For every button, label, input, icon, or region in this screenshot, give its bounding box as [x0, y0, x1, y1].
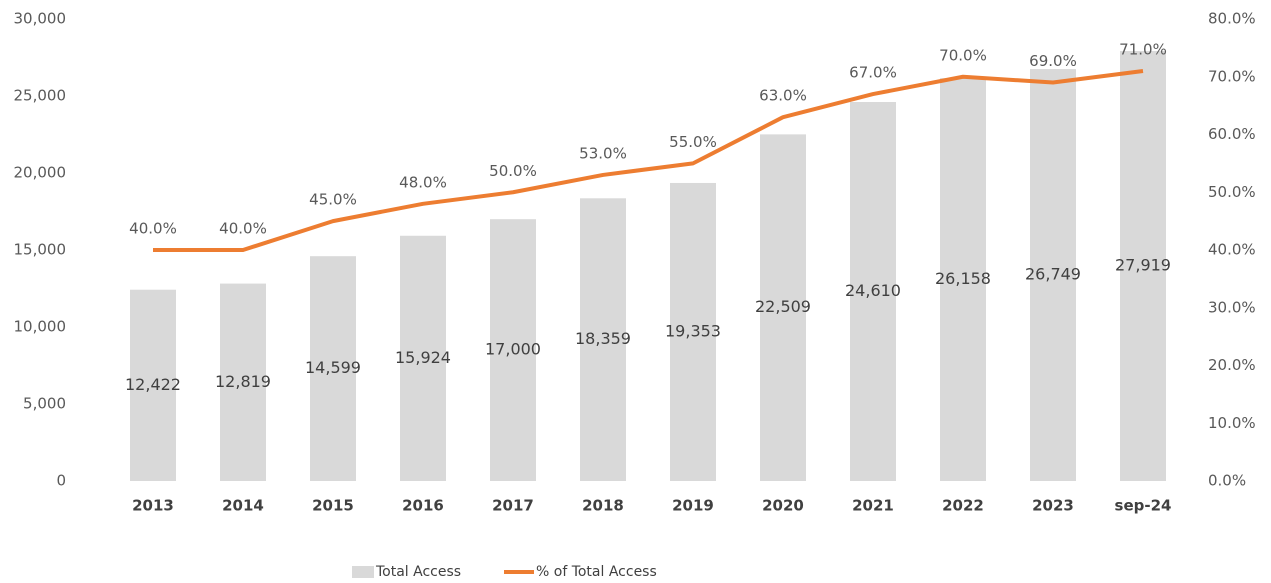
bar	[1030, 69, 1076, 481]
y2-tick-label: 10.0%	[1208, 414, 1256, 432]
data-label: 24,610	[845, 281, 901, 300]
x-tick-label: 2019	[672, 497, 714, 515]
bar	[220, 283, 266, 481]
x-tick-label: sep-24	[1115, 497, 1172, 515]
data-label: 48.0%	[399, 173, 447, 191]
data-label: 63.0%	[759, 87, 807, 105]
y2-tick-label: 70.0%	[1208, 67, 1256, 85]
x-tick-label: 2017	[492, 497, 534, 515]
data-label: 45.0%	[309, 191, 357, 209]
data-label: 40.0%	[219, 220, 267, 238]
y2-tick-label: 0.0%	[1208, 472, 1246, 490]
x-tick-label: 2018	[582, 497, 624, 515]
bar	[670, 182, 716, 481]
bar	[1120, 51, 1166, 482]
data-label: 50.0%	[489, 162, 537, 180]
data-label: 12,422	[125, 375, 181, 394]
y-tick-label: 15,000	[14, 241, 67, 259]
data-label: 67.0%	[849, 64, 897, 82]
data-label: 12,819	[215, 372, 271, 391]
data-label: 18,359	[575, 329, 631, 348]
line	[153, 68, 1144, 252]
bar	[580, 198, 626, 481]
data-label: 71.0%	[1119, 40, 1167, 58]
y-tick-label: 20,000	[14, 164, 67, 182]
legend-label: % of Total Access	[536, 564, 657, 580]
y-tick-label: 30,000	[14, 10, 67, 28]
x-tick-label: 2016	[402, 497, 444, 515]
data-label: 17,000	[485, 340, 541, 359]
data-label: 40.0%	[129, 220, 177, 238]
data-label: 27,919	[1115, 256, 1171, 275]
bar	[490, 219, 536, 481]
data-label: 26,158	[935, 269, 991, 288]
y2-tick-label: 50.0%	[1208, 183, 1256, 201]
bar	[850, 102, 896, 482]
x-tick-label: 2021	[852, 497, 894, 515]
data-label: 55.0%	[669, 133, 717, 151]
x-tick-label: 2015	[312, 497, 354, 515]
data-label: 14,599	[305, 358, 361, 377]
data-label: 69.0%	[1029, 52, 1077, 70]
x-tick-label: 2020	[762, 497, 804, 515]
x-tick-label: 2014	[222, 497, 264, 515]
data-label: 26,749	[1025, 265, 1081, 284]
data-label: 70.0%	[939, 46, 987, 64]
x-tick-label: 2022	[942, 497, 984, 515]
data-label: 19,353	[665, 321, 721, 340]
bar	[760, 134, 806, 482]
bar	[940, 78, 986, 481]
y2-tick-label: 80.0%	[1208, 10, 1256, 28]
bar	[130, 289, 176, 481]
bar	[310, 256, 356, 481]
x-tick-label: 2023	[1032, 497, 1074, 515]
y-tick-label: 0	[56, 472, 66, 490]
y2-tick-label: 20.0%	[1208, 356, 1256, 374]
legend-swatch	[352, 566, 374, 578]
y-tick-label: 5,000	[23, 395, 66, 413]
bar	[400, 235, 446, 481]
data-label: 15,924	[395, 348, 451, 367]
data-label: 53.0%	[579, 144, 627, 162]
y2-tick-label: 30.0%	[1208, 298, 1256, 316]
y-tick-label: 10,000	[14, 318, 67, 336]
y2-tick-label: 60.0%	[1208, 125, 1256, 143]
y-tick-label: 25,000	[14, 87, 67, 105]
data-label: 22,509	[755, 297, 811, 316]
x-tick-label: 2013	[132, 497, 174, 515]
y2-tick-label: 40.0%	[1208, 241, 1256, 259]
legend-label: Total Access	[375, 564, 461, 580]
